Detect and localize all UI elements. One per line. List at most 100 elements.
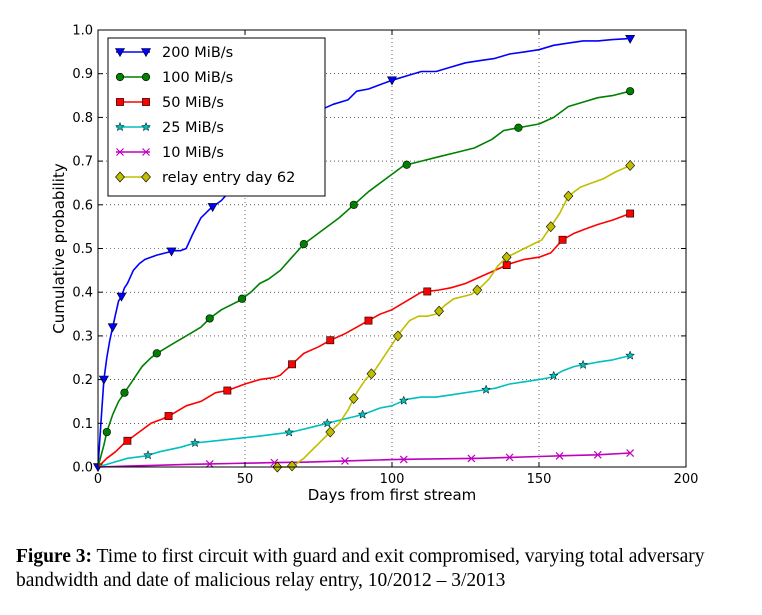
- data-point: [545, 221, 556, 233]
- data-point: [364, 316, 373, 325]
- data-point: [392, 330, 403, 342]
- legend-item: relay entry day 62: [115, 170, 295, 186]
- legend-label: 200 MiB/s: [162, 45, 233, 61]
- legend-item: 200 MiB/s: [114, 45, 233, 61]
- series-4: [97, 449, 635, 468]
- data-point: [237, 294, 247, 303]
- data-point: [423, 287, 432, 296]
- y-tick-label: 0.7: [72, 155, 93, 170]
- data-point: [563, 190, 574, 202]
- data-point: [626, 87, 635, 96]
- data-point: [120, 388, 129, 397]
- legend-marker: [114, 48, 126, 58]
- legend-marker: [142, 148, 150, 156]
- data-point: [341, 457, 349, 465]
- series-line: [97, 452, 631, 468]
- axis-ticks: 0 50 100 150 200 0.0 0.1 0.2 0.3 0.4 0.5 0.6 0.7 0.8 0…: [72, 24, 698, 488]
- data-point: [625, 160, 636, 171]
- y-tick-label: 0.0: [72, 461, 93, 476]
- data-point: [402, 160, 411, 169]
- y-tick-label: 0.9: [72, 67, 93, 82]
- data-point: [558, 235, 567, 244]
- data-point: [434, 305, 444, 317]
- series-line: [97, 212, 631, 468]
- legend-marker: [141, 72, 151, 82]
- data-point: [555, 451, 564, 460]
- data-point: [107, 323, 118, 333]
- data-point: [287, 460, 297, 472]
- x-tick-label: 0: [94, 472, 102, 487]
- y-tick-label: 0.3: [72, 329, 93, 344]
- x-axis-label: Days from first stream: [308, 486, 477, 504]
- x-tick-label: 50: [237, 472, 254, 487]
- legend-label: 10 MiB/s: [162, 145, 224, 161]
- y-tick-label: 0.8: [72, 111, 93, 126]
- data-point: [366, 368, 377, 380]
- chart: 0 50 100 150 200 0.0 0.1 0.2 0.3 0.4 0.5 0.6 0.7 0.8 0…: [50, 24, 698, 505]
- series-2: [97, 209, 635, 468]
- data-point: [625, 34, 636, 44]
- y-tick-label: 0.1: [72, 417, 93, 432]
- data-point: [325, 426, 336, 438]
- legend-label: 25 MiB/s: [162, 120, 224, 136]
- data-point: [284, 427, 295, 437]
- series-3: [97, 350, 636, 468]
- data-point: [399, 455, 408, 464]
- data-point: [190, 437, 200, 448]
- data-point: [626, 209, 635, 218]
- data-point: [578, 359, 589, 370]
- data-point: [348, 393, 359, 404]
- data-point: [205, 460, 214, 468]
- data-point: [164, 412, 173, 420]
- legend: 200 MiB/s 100 MiB/s 50 MiB/s 25 MiB/s 10 MiB…: [107, 37, 326, 197]
- series-layer: [92, 34, 636, 473]
- data-point: [357, 409, 368, 419]
- data-point: [481, 384, 492, 394]
- data-point: [143, 449, 153, 460]
- legend-marker: [142, 98, 150, 106]
- legend-label: relay entry day 62: [162, 170, 295, 186]
- data-point: [116, 292, 127, 302]
- legend-item: 50 MiB/s: [116, 95, 224, 111]
- data-point: [398, 395, 409, 405]
- x-tick-label: 200: [674, 472, 699, 487]
- y-tick-label: 1.0: [72, 24, 93, 39]
- y-axis-label: Cumulative probability: [50, 163, 68, 334]
- data-point: [166, 247, 177, 257]
- data-point: [299, 240, 308, 249]
- data-point: [472, 284, 483, 296]
- legend-marker: [141, 171, 151, 183]
- legend-marker: [140, 48, 152, 58]
- data-point: [288, 360, 296, 369]
- data-point: [625, 350, 636, 360]
- data-point: [326, 336, 335, 345]
- data-point: [205, 314, 214, 323]
- legend-marker: [116, 148, 124, 156]
- data-point: [223, 386, 232, 395]
- legend-marker: [115, 171, 125, 183]
- legend-item: 100 MiB/s: [115, 70, 233, 86]
- data-point: [207, 203, 218, 213]
- legend-marker: [115, 121, 125, 132]
- y-tick-label: 0.6: [72, 198, 93, 213]
- series-1: [97, 87, 635, 468]
- y-tick-label: 0.4: [72, 286, 93, 301]
- caption-label: Figure 3:: [16, 546, 93, 567]
- legend-item: 10 MiB/s: [116, 145, 224, 161]
- series-5: [272, 160, 636, 473]
- data-point: [349, 200, 358, 209]
- y-tick-label: 0.2: [72, 373, 93, 388]
- data-point: [102, 427, 111, 437]
- x-tick-label: 150: [527, 472, 552, 487]
- y-tick-label: 0.5: [72, 242, 93, 257]
- data-point: [123, 436, 132, 445]
- legend-item: 25 MiB/s: [115, 120, 224, 136]
- legend-marker: [115, 72, 125, 82]
- data-point: [501, 251, 512, 263]
- legend-marker: [116, 98, 124, 106]
- data-point: [626, 449, 635, 457]
- data-point: [514, 123, 523, 132]
- data-point: [593, 450, 602, 459]
- legend-label: 50 MiB/s: [162, 95, 224, 111]
- x-tick-label: 100: [380, 472, 405, 487]
